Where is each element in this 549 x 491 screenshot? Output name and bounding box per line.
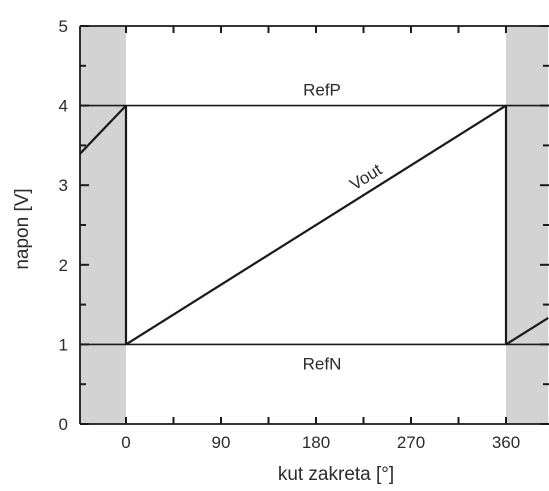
y-tick-label: 2 — [59, 256, 68, 275]
shaded-region-1 — [506, 26, 549, 424]
y-tick-label: 1 — [59, 335, 68, 354]
x-tick-label: 270 — [397, 433, 425, 452]
x-tick-label: 180 — [302, 433, 330, 452]
y-tick-label: 0 — [59, 415, 68, 434]
shaded-regions — [80, 26, 549, 424]
y-tick-label: 3 — [59, 176, 68, 195]
reference-lines — [80, 104, 549, 346]
vout-segment-4 — [505, 316, 549, 346]
shaded-region-0 — [80, 26, 126, 424]
y-tick-label: 4 — [59, 97, 68, 116]
series-vout — [80, 104, 549, 346]
refn-label: RefN — [303, 354, 342, 373]
vout-segment-2 — [125, 104, 507, 346]
y-axis-title: napon [V] — [12, 188, 33, 269]
vout-label: Vout — [346, 160, 385, 194]
x-tick-label: 360 — [492, 433, 520, 452]
vout-segment-0 — [80, 104, 127, 156]
axis-ticks: 0 90 180 270 360 0 1 2 3 4 5 — [59, 17, 549, 452]
refp-label: RefP — [303, 81, 341, 100]
y-tick-label: 5 — [59, 17, 68, 36]
x-tick-label: 90 — [212, 433, 231, 452]
x-axis-title: kut zakreta [°] — [278, 464, 394, 485]
x-tick-label: 0 — [121, 433, 130, 452]
